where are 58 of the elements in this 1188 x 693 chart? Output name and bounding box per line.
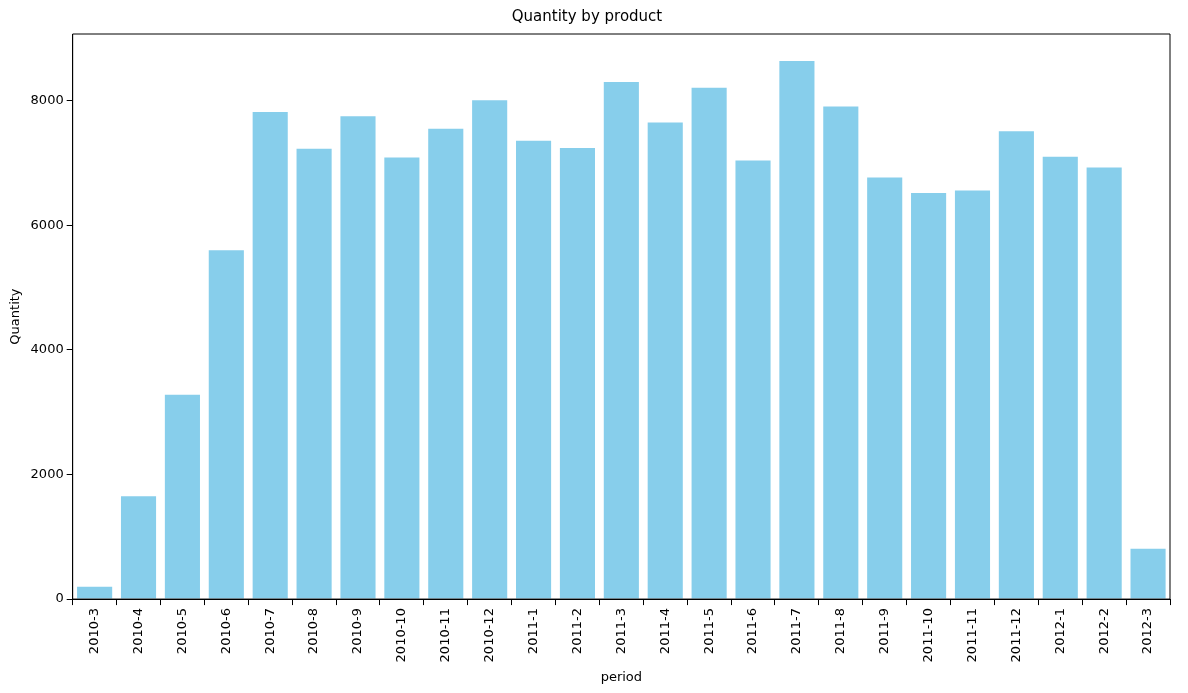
y-tick-label: 0: [55, 590, 64, 606]
bar: [208, 250, 244, 599]
bar: [823, 106, 859, 599]
x-tick-label: 2010-3: [86, 608, 102, 655]
x-tick-label: 2011-3: [612, 608, 628, 655]
bar: [252, 111, 288, 599]
bar: [516, 140, 552, 599]
bar: [1130, 548, 1166, 599]
bar: [779, 60, 815, 599]
x-tick-label: 2010-5: [173, 608, 189, 655]
bar: [559, 148, 596, 599]
x-tick-label: 2010-12: [481, 608, 497, 663]
x-tick-label: 2011-2: [568, 608, 584, 655]
y-axis-title: Quantity: [7, 288, 23, 345]
y-tick-label: 8000: [30, 92, 64, 108]
x-tick-label: 2010-10: [393, 608, 409, 663]
x-tick-label: 2011-8: [832, 608, 848, 655]
x-tick-label: 2011-1: [524, 608, 540, 655]
bar: [296, 148, 332, 599]
x-tick-label: 2011-12: [1007, 608, 1023, 663]
x-tick-label: 2012-2: [1095, 608, 1111, 655]
x-tick-label: 2012-3: [1139, 608, 1155, 655]
x-tick-label: 2010-6: [217, 608, 233, 655]
x-tick-label: 2010-4: [129, 608, 145, 655]
x-tick-label: 2011-4: [656, 608, 672, 655]
bar: [120, 496, 157, 599]
x-tick-label: 2010-9: [349, 608, 365, 655]
bar: [998, 131, 1034, 599]
bar: [164, 394, 200, 599]
bar: [472, 100, 508, 599]
bar: [735, 160, 771, 599]
bar: [954, 190, 991, 599]
x-tick-label: 2011-5: [700, 608, 716, 655]
x-axis-title: period: [600, 668, 643, 684]
bar: [340, 116, 376, 599]
bar: [911, 192, 947, 599]
bar: [1086, 167, 1122, 599]
bar: [647, 122, 683, 599]
x-tick-label: 2010-11: [437, 608, 453, 663]
bar: [603, 82, 639, 599]
bar: [691, 87, 727, 599]
bar: [867, 177, 903, 599]
x-tick-label: 2010-8: [305, 608, 321, 655]
x-tick-label: 2011-7: [788, 608, 804, 655]
y-tick-label: 6000: [30, 216, 64, 232]
x-tick-label: 2010-7: [261, 608, 277, 655]
bar: [77, 586, 113, 599]
bar: [384, 157, 420, 599]
bar: [428, 128, 464, 599]
bar: [1042, 156, 1078, 599]
y-tick-label: 4000: [30, 341, 64, 357]
x-tick-label: 2011-10: [919, 608, 935, 663]
chart-title: Quantity by product: [511, 6, 663, 25]
x-tick-label: 2011-6: [744, 608, 760, 655]
y-tick-label: 2000: [30, 465, 64, 481]
x-tick-label: 2011-11: [963, 608, 979, 663]
x-tick-label: 2012-1: [1051, 608, 1067, 655]
x-tick-label: 2011-9: [876, 608, 892, 655]
